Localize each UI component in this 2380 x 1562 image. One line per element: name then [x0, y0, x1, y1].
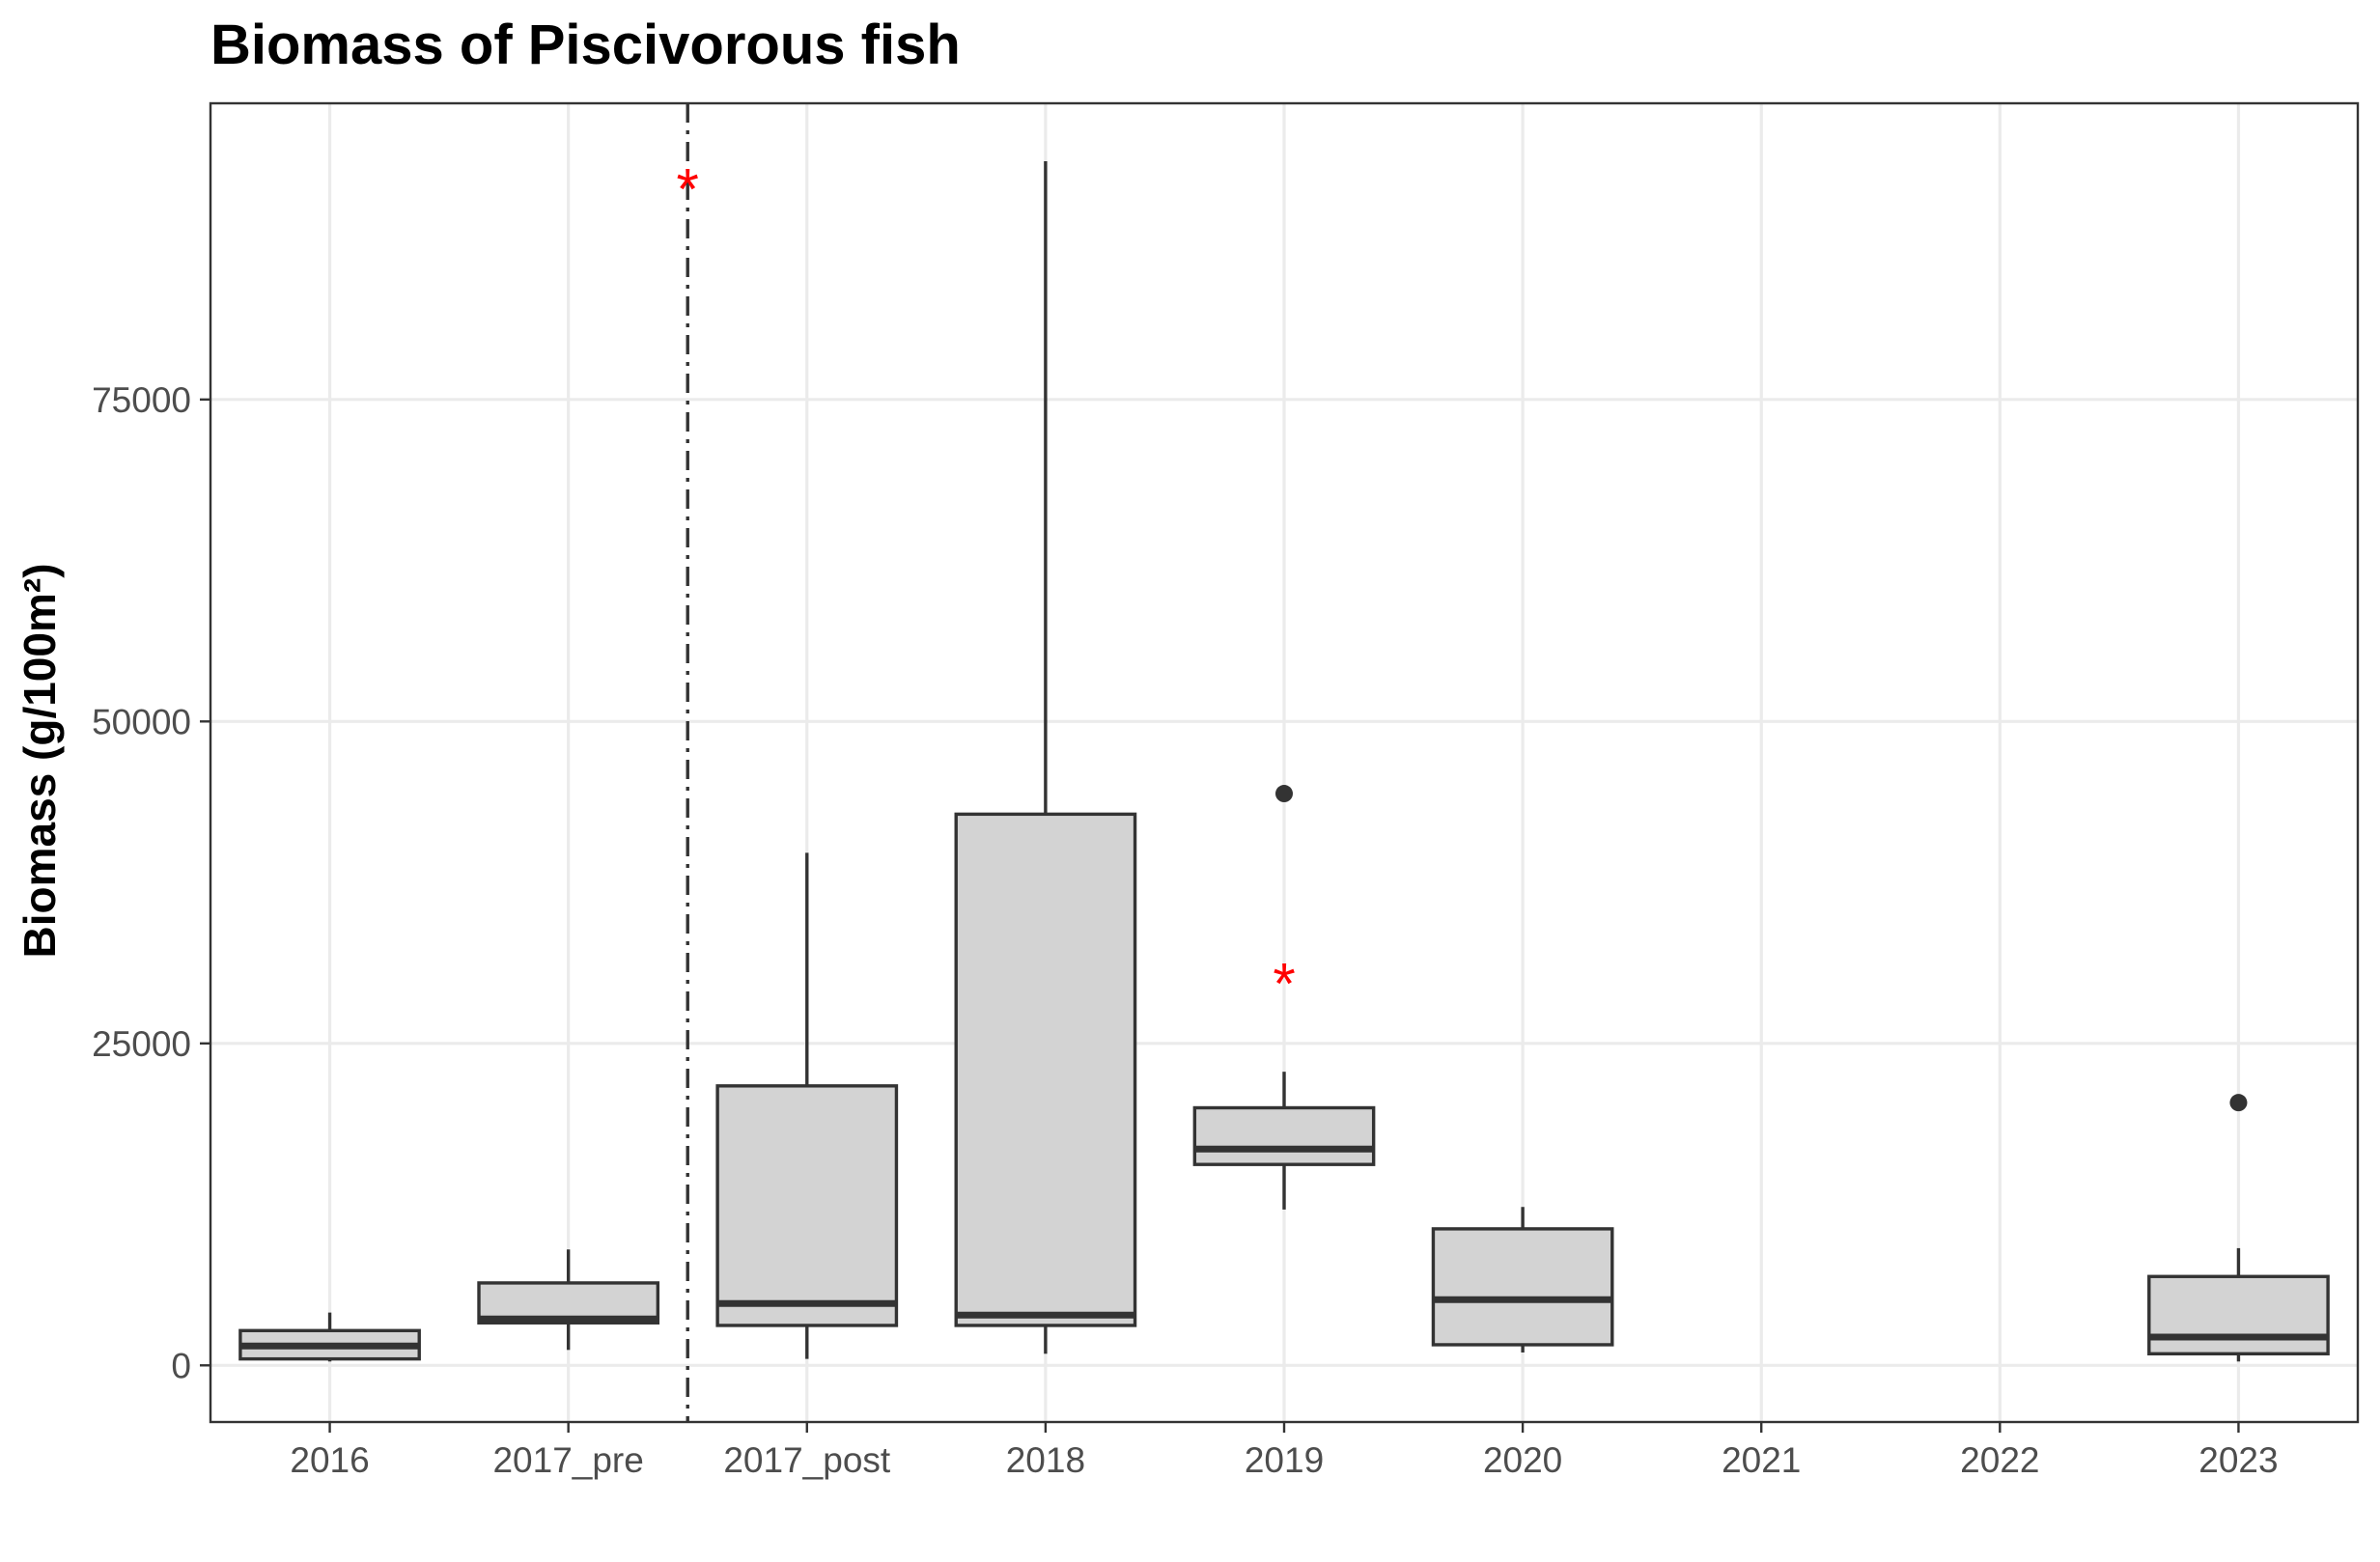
x-tick-label: 2019	[1245, 1440, 1324, 1480]
significance-star: *	[677, 156, 699, 221]
chart-title: Biomass of Piscivorous fish	[210, 14, 961, 76]
annotations-group: **	[677, 156, 1296, 1016]
box-2018	[954, 161, 1137, 1354]
box-2019	[1192, 785, 1376, 1210]
boxes-group	[238, 161, 2330, 1362]
box-iqr	[1192, 1105, 1376, 1166]
y-axis: 0 25000 50000 75000	[92, 380, 210, 1385]
outlier-point	[2229, 1094, 2248, 1112]
y-tick-label: 25000	[92, 1024, 191, 1064]
outlier-point	[1275, 785, 1293, 803]
x-tick-label: 2021	[1722, 1440, 1801, 1480]
box-2020	[1431, 1207, 1614, 1353]
box-2017_pre	[477, 1249, 660, 1351]
x-axis: 2016 2017_pre 2017_post 2018 2019 2020 2021 202…	[290, 1422, 2279, 1480]
significance-star: *	[1273, 951, 1295, 1016]
box-2017_post	[715, 852, 899, 1359]
x-tick-label: 2017_pre	[492, 1440, 643, 1480]
y-tick-label: 50000	[92, 702, 191, 741]
x-tick-label: 2020	[1483, 1440, 1562, 1480]
x-tick-label: 2022	[1960, 1440, 2039, 1480]
x-tick-label: 2018	[1006, 1440, 1085, 1480]
x-tick-label: 2016	[290, 1440, 369, 1480]
y-tick-label: 75000	[92, 380, 191, 420]
box-2023	[2147, 1094, 2330, 1362]
box-iqr	[954, 812, 1137, 1327]
box-2016	[238, 1312, 421, 1362]
y-tick-label: 0	[171, 1346, 191, 1385]
y-axis-label: Biomass (g/100m²)	[14, 563, 65, 958]
grid-lines	[210, 103, 2358, 1422]
x-tick-label: 2023	[2198, 1440, 2278, 1480]
box-iqr	[1431, 1227, 1614, 1347]
box-iqr	[715, 1084, 899, 1327]
box-iqr	[2147, 1274, 2330, 1355]
x-tick-label: 2017_post	[723, 1440, 891, 1480]
